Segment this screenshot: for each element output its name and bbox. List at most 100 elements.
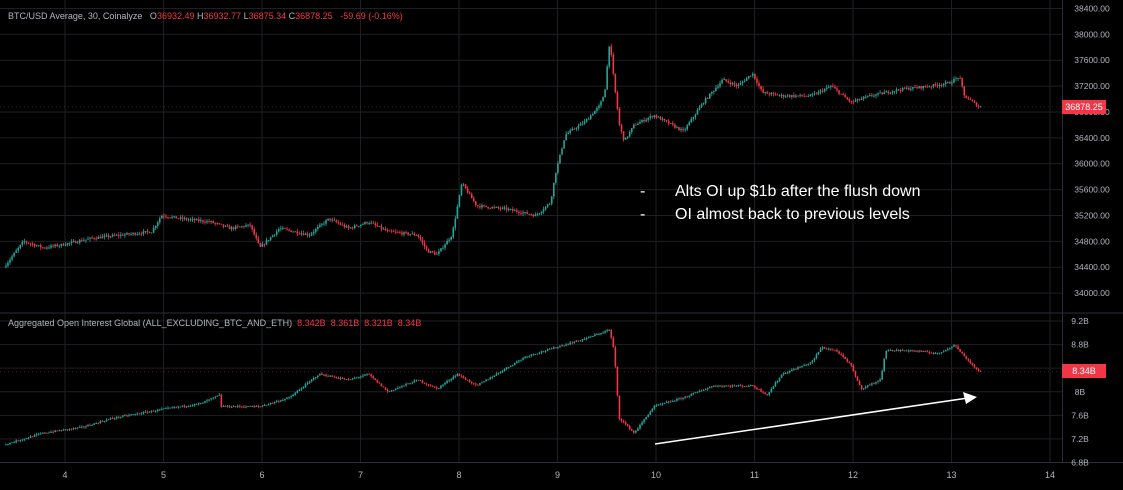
oi-candle: [468, 378, 471, 383]
price-candle: [797, 95, 799, 97]
oi-candle: [33, 433, 36, 438]
price-candle: [782, 94, 785, 100]
oi-candle: [610, 329, 613, 340]
price-candle: [793, 92, 795, 98]
price-candle: [212, 219, 214, 224]
price-candle: [321, 222, 323, 228]
price-candle: [99, 234, 102, 239]
price-candle: [325, 218, 327, 226]
oi-candle: [743, 386, 746, 387]
oi-candle: [271, 402, 274, 404]
price-candle: [308, 232, 311, 238]
price-candle: [589, 113, 592, 121]
oi-candle: [825, 347, 828, 350]
x-tick-label: 4: [62, 470, 67, 480]
price-candle: [715, 85, 717, 92]
price-candle: [575, 127, 578, 132]
oi-candle: [891, 349, 894, 352]
price-legend-open: 36932.49: [156, 11, 195, 21]
oi-candle: [587, 336, 590, 339]
oi-candle: [912, 349, 914, 353]
oi-candle: [70, 428, 73, 431]
price-candle: [737, 82, 740, 89]
price-candle: [236, 224, 239, 229]
price-candle: [628, 130, 631, 138]
oi-candle: [197, 402, 200, 406]
price-candle: [686, 123, 688, 132]
oi-candle: [961, 351, 963, 354]
price-candle: [805, 95, 808, 97]
price-candle: [429, 250, 432, 254]
price-candle: [561, 147, 563, 156]
oi-candle: [144, 410, 147, 413]
price-candle: [854, 97, 857, 103]
oi-candle: [834, 349, 836, 352]
price-candle: [132, 231, 134, 237]
oi-candle: [832, 348, 834, 351]
oi-candle: [873, 381, 875, 385]
oi-candle: [591, 335, 594, 337]
oi-candle: [934, 351, 937, 354]
oi-candle: [442, 384, 444, 388]
price-candle: [501, 206, 504, 210]
oi-candle: [187, 405, 190, 408]
annotation-line-1: - Alts OI up $1b after the flush down: [640, 183, 920, 201]
price-candle: [493, 204, 496, 210]
price-candle: [50, 243, 52, 250]
price-candle: [688, 120, 691, 126]
oi-candle: [561, 344, 563, 347]
price-candle: [278, 227, 280, 233]
price-candle: [159, 216, 161, 225]
price-candle: [234, 224, 237, 231]
oi-candle: [230, 405, 233, 408]
price-candle: [827, 84, 830, 89]
price-candle: [130, 232, 132, 236]
price-candle: [290, 230, 292, 233]
oi-candle: [117, 415, 120, 419]
price-candle: [460, 183, 463, 197]
price-candle: [626, 136, 629, 140]
price-candle: [910, 86, 912, 92]
price-candle: [538, 212, 541, 216]
oi-candle: [249, 405, 251, 407]
price-candle: [743, 78, 746, 83]
oi-candle: [499, 371, 502, 374]
price-candle: [27, 242, 30, 245]
oi-candle: [495, 371, 498, 376]
price-candle: [891, 90, 894, 95]
oi-candle: [222, 404, 225, 408]
price-candle: [21, 239, 24, 247]
oi-candle: [17, 440, 20, 442]
price-y-tick-label: 38000.00: [1074, 29, 1110, 39]
price-candle: [916, 85, 918, 90]
oi-y-tick-label: 9.2B: [1071, 316, 1089, 326]
oi-candle: [858, 379, 861, 386]
price-candle: [834, 84, 836, 89]
price-candle: [862, 95, 865, 102]
price-candle: [651, 115, 654, 119]
oi-candle: [661, 402, 664, 406]
oi-candle: [358, 376, 360, 379]
oi-candle: [91, 424, 93, 426]
oi-candle: [653, 404, 656, 411]
price-candle: [879, 90, 881, 94]
price-candle: [275, 228, 278, 237]
price-candle: [68, 242, 71, 246]
oi-candle: [977, 368, 980, 372]
oi-candle: [411, 381, 414, 385]
price-candle: [150, 232, 153, 234]
oi-candle: [42, 432, 44, 435]
price-candle: [107, 233, 110, 240]
price-candle: [419, 234, 422, 241]
price-candle: [692, 116, 695, 122]
oi-candle: [407, 383, 409, 385]
oi-candle: [770, 387, 773, 394]
oi-candle: [331, 374, 333, 378]
time-x-axis[interactable]: 4 5 6 7 8 9 10 11 12 13 14: [0, 462, 1123, 490]
oi-candle: [392, 389, 395, 392]
price-candle: [210, 220, 212, 224]
price-candle: [78, 238, 81, 245]
price-candle: [973, 99, 976, 104]
price-candle: [932, 83, 935, 89]
price-candle: [825, 84, 828, 91]
